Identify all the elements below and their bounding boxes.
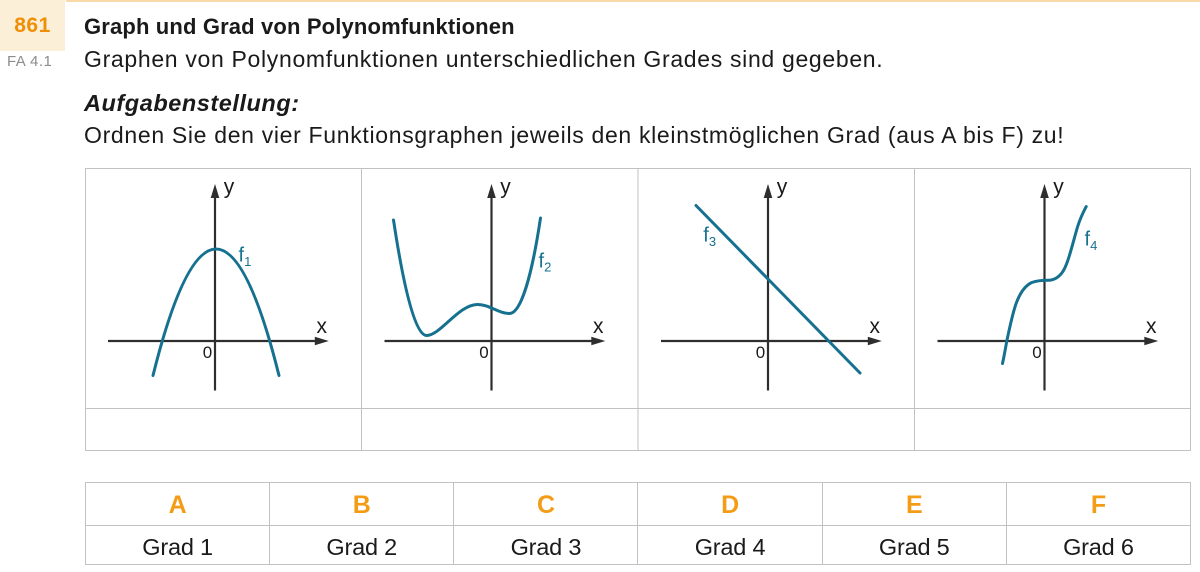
svg-text:f1: f1 [239,245,252,270]
svg-text:f4: f4 [1085,229,1098,254]
svg-text:f3: f3 [703,225,716,250]
svg-text:f2: f2 [539,251,552,275]
